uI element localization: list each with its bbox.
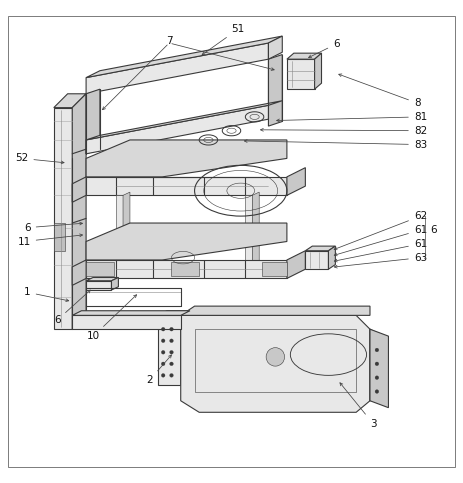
Text: 83: 83 bbox=[244, 140, 427, 150]
Polygon shape bbox=[287, 168, 306, 195]
Polygon shape bbox=[112, 278, 119, 290]
Text: 6: 6 bbox=[24, 222, 82, 233]
Text: 1: 1 bbox=[24, 287, 69, 301]
Polygon shape bbox=[86, 101, 282, 140]
Circle shape bbox=[161, 327, 165, 331]
Text: 61: 61 bbox=[334, 239, 427, 262]
Polygon shape bbox=[287, 251, 306, 278]
Text: 10: 10 bbox=[87, 295, 137, 341]
Circle shape bbox=[161, 351, 165, 354]
Polygon shape bbox=[181, 315, 370, 412]
Polygon shape bbox=[54, 108, 72, 329]
Polygon shape bbox=[54, 94, 86, 108]
Polygon shape bbox=[54, 223, 65, 251]
Polygon shape bbox=[86, 281, 112, 290]
Polygon shape bbox=[86, 43, 269, 94]
Text: 2: 2 bbox=[146, 355, 171, 385]
Polygon shape bbox=[370, 329, 388, 408]
Text: 52: 52 bbox=[15, 154, 64, 164]
Circle shape bbox=[169, 339, 173, 342]
Circle shape bbox=[169, 327, 173, 331]
Text: 3: 3 bbox=[340, 383, 376, 429]
Text: 8: 8 bbox=[339, 74, 420, 108]
Polygon shape bbox=[86, 278, 119, 281]
Polygon shape bbox=[314, 53, 321, 89]
Polygon shape bbox=[269, 55, 282, 126]
Polygon shape bbox=[86, 89, 100, 154]
Circle shape bbox=[161, 373, 165, 377]
Polygon shape bbox=[86, 262, 114, 276]
Polygon shape bbox=[72, 260, 86, 285]
Polygon shape bbox=[328, 246, 335, 269]
Polygon shape bbox=[181, 311, 190, 384]
Text: 61: 61 bbox=[334, 225, 427, 256]
Circle shape bbox=[375, 362, 379, 366]
Circle shape bbox=[169, 362, 173, 366]
Polygon shape bbox=[72, 315, 181, 329]
Polygon shape bbox=[157, 315, 181, 384]
Text: 82: 82 bbox=[261, 126, 427, 136]
Polygon shape bbox=[287, 59, 314, 89]
Text: 81: 81 bbox=[277, 112, 427, 122]
Polygon shape bbox=[171, 262, 199, 276]
Polygon shape bbox=[245, 195, 252, 265]
Text: 62: 62 bbox=[334, 211, 427, 250]
Polygon shape bbox=[86, 105, 269, 154]
Text: 6: 6 bbox=[309, 39, 340, 57]
Text: 51: 51 bbox=[202, 24, 245, 55]
Circle shape bbox=[375, 376, 379, 380]
Circle shape bbox=[375, 390, 379, 393]
Polygon shape bbox=[86, 223, 287, 260]
Text: 63: 63 bbox=[334, 253, 427, 268]
Polygon shape bbox=[370, 329, 379, 401]
Polygon shape bbox=[86, 260, 287, 278]
Polygon shape bbox=[72, 311, 190, 315]
Circle shape bbox=[169, 351, 173, 354]
Circle shape bbox=[375, 348, 379, 352]
Text: 7: 7 bbox=[166, 36, 173, 46]
Circle shape bbox=[266, 348, 285, 366]
Text: 6: 6 bbox=[54, 290, 90, 325]
Circle shape bbox=[161, 339, 165, 342]
Polygon shape bbox=[306, 251, 328, 269]
Polygon shape bbox=[116, 195, 123, 265]
Polygon shape bbox=[86, 177, 287, 195]
Polygon shape bbox=[72, 177, 86, 202]
Polygon shape bbox=[287, 53, 321, 59]
Polygon shape bbox=[262, 262, 287, 276]
Polygon shape bbox=[269, 36, 282, 59]
Polygon shape bbox=[86, 140, 287, 177]
Text: 11: 11 bbox=[18, 234, 82, 246]
Circle shape bbox=[161, 362, 165, 366]
Polygon shape bbox=[123, 192, 130, 265]
Polygon shape bbox=[72, 94, 86, 329]
Polygon shape bbox=[306, 246, 335, 251]
Polygon shape bbox=[252, 192, 259, 265]
Circle shape bbox=[169, 373, 173, 377]
Text: 6: 6 bbox=[430, 225, 437, 235]
Polygon shape bbox=[86, 36, 282, 78]
Polygon shape bbox=[157, 311, 190, 315]
Polygon shape bbox=[181, 306, 370, 315]
